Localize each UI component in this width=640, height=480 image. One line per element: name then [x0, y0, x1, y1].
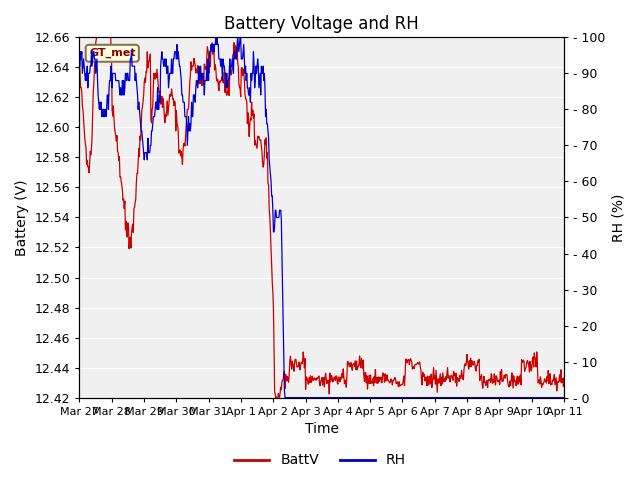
Y-axis label: RH (%): RH (%): [611, 193, 625, 241]
BattV: [494, 379, 502, 385]
RH: [358, 395, 366, 400]
BattV: [385, 380, 393, 385]
BattV: [272, 398, 280, 404]
RH: [76, 63, 83, 69]
BattV: [358, 359, 366, 365]
RH: [212, 35, 220, 40]
Line: RH: RH: [79, 37, 564, 397]
RH: [105, 85, 113, 91]
RH: [371, 395, 379, 400]
RH: [560, 395, 568, 400]
BattV: [560, 375, 568, 381]
RH: [494, 395, 502, 400]
BattV: [76, 59, 83, 64]
BattV: [106, 16, 113, 22]
Legend: BattV, RH: BattV, RH: [229, 448, 411, 473]
Text: GT_met: GT_met: [89, 48, 136, 59]
Title: Battery Voltage and RH: Battery Voltage and RH: [224, 15, 419, 33]
Y-axis label: Battery (V): Battery (V): [15, 179, 29, 256]
RH: [281, 395, 289, 400]
Line: BattV: BattV: [79, 0, 564, 401]
RH: [444, 395, 452, 400]
RH: [385, 395, 393, 400]
BattV: [371, 380, 379, 385]
BattV: [444, 375, 452, 381]
X-axis label: Time: Time: [305, 422, 339, 436]
